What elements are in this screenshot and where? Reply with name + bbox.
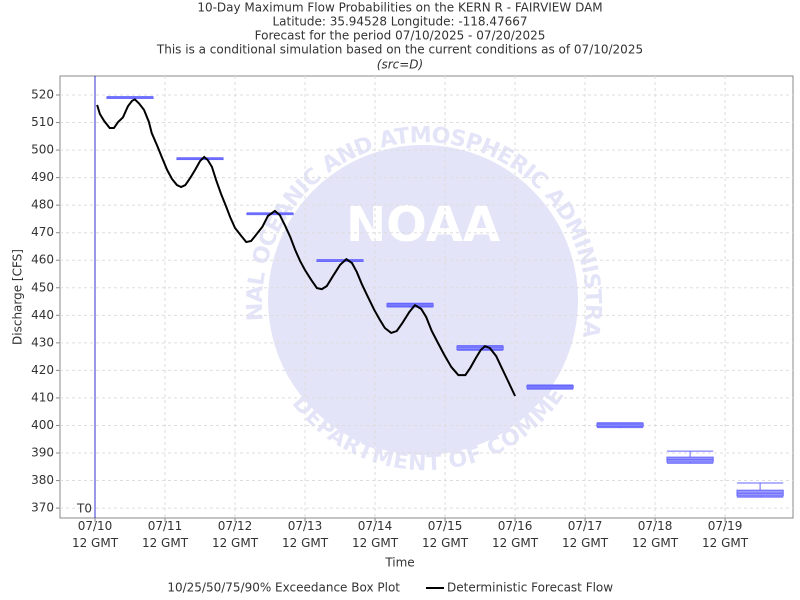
y-tick-label: 370 [31, 501, 54, 515]
y-tick-label: 480 [31, 198, 54, 212]
legend-label: Deterministic Forecast Flow [447, 581, 613, 595]
x-tick-label: 07/10 12 GMT [71, 519, 119, 550]
y-tick-label: 500 [31, 143, 54, 157]
source-note: (src=D) [377, 58, 423, 72]
y-axis-label: Discharge [CFS] [11, 249, 25, 345]
y-tick-label: 460 [31, 253, 54, 267]
y-tick-label: 450 [31, 280, 54, 294]
x-tick-label: 07/12 12 GMT [211, 519, 259, 550]
y-tick-label: 520 [31, 88, 54, 102]
forecast-line [96, 98, 516, 397]
x-tick-label: 07/19 12 GMT [702, 519, 749, 550]
watermark-circle [268, 145, 578, 455]
y-tick-label: 470 [31, 225, 54, 239]
x-tick-label: 07/18 12 GMT [632, 519, 679, 550]
y-tick-label: 440 [31, 308, 54, 322]
y-tick-label: 410 [31, 390, 54, 404]
x-tick-label: 07/11 12 GMT [141, 519, 189, 550]
marks [94, 76, 784, 518]
x-tick-label: 07/14 12 GMT [351, 519, 399, 550]
chart-subtitle: Forecast for the period 07/10/2025 - 07/… [255, 29, 546, 43]
y-tick-label: 430 [31, 335, 54, 349]
t0-label: T0 [76, 502, 92, 516]
y-tick-label: 390 [31, 446, 54, 460]
y-tick-label: 510 [31, 115, 54, 129]
y-tick-label: 380 [31, 473, 54, 487]
x-axis-label: Time [384, 556, 414, 570]
chart-subtitle: This is a conditional simulation based o… [156, 43, 643, 57]
chart-subtitle: Latitude: 35.94528 Longitude: -118.47667 [272, 15, 527, 29]
x-tick-label: 07/15 12 GMT [422, 519, 469, 550]
legend-label: 10/25/50/75/90% Exceedance Box Plot [167, 581, 400, 595]
x-tick-label: 07/13 12 GMT [281, 519, 329, 550]
x-tick-label: 07/16 12 GMT [492, 519, 539, 550]
chart-title: 10-Day Maximum Flow Probabilities on the… [197, 1, 602, 15]
y-tick-label: 420 [31, 363, 54, 377]
watermark-name: NOAA [346, 197, 500, 253]
x-tick-label: 07/17 12 GMT [562, 519, 609, 550]
y-tick-label: 400 [31, 418, 54, 432]
y-tick-label: 490 [31, 170, 54, 184]
